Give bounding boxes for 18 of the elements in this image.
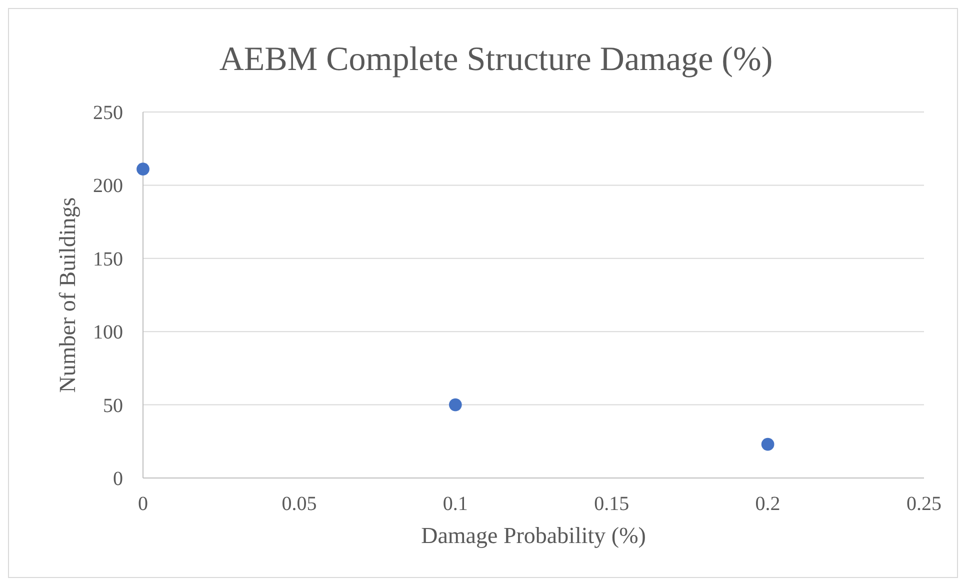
point (448, 398, 462, 412)
y-axis-title: Number of Buildings (55, 197, 80, 393)
y-tick-label: 150 (93, 248, 123, 270)
x-tick-label: 0 (138, 493, 148, 515)
x-tick-label: 0.25 (906, 493, 942, 515)
chart-title: AEBM Complete Structure Damage (%) (219, 41, 773, 78)
point (761, 438, 774, 451)
y-tick-label: 200 (93, 175, 123, 198)
x-axis-title: Damage Probability (%) (421, 523, 646, 548)
y-tick-label: 100 (93, 322, 123, 344)
point (136, 162, 150, 176)
x-tick-label: 0.2 (755, 493, 780, 515)
y-tick-label: 250 (93, 102, 123, 124)
y-tick-label: 50 (103, 394, 123, 417)
x-tick-label: 0.1 (442, 493, 468, 515)
x-tick-label: 0.15 (594, 493, 630, 515)
y-tick-label: 0 (113, 468, 123, 490)
x-tick-label: 0.05 (282, 493, 317, 515)
